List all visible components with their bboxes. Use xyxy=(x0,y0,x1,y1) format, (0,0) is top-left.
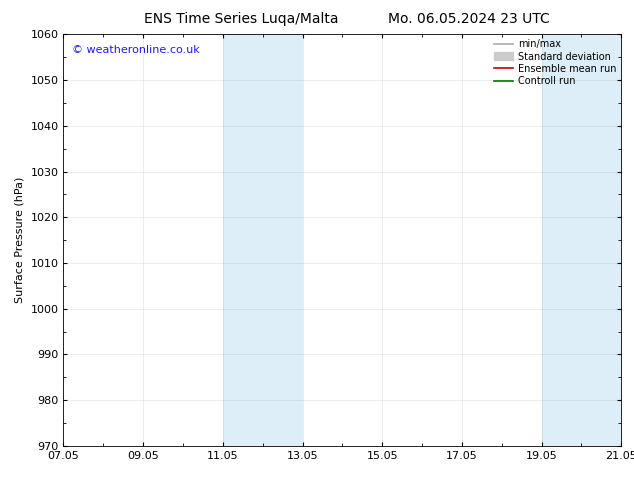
Y-axis label: Surface Pressure (hPa): Surface Pressure (hPa) xyxy=(15,177,25,303)
Bar xyxy=(223,34,302,446)
Legend: min/max, Standard deviation, Ensemble mean run, Controll run: min/max, Standard deviation, Ensemble me… xyxy=(492,37,618,88)
Text: © weatheronline.co.uk: © weatheronline.co.uk xyxy=(72,45,200,54)
Bar xyxy=(541,34,621,446)
Text: Mo. 06.05.2024 23 UTC: Mo. 06.05.2024 23 UTC xyxy=(388,12,550,26)
Text: ENS Time Series Luqa/Malta: ENS Time Series Luqa/Malta xyxy=(144,12,338,26)
